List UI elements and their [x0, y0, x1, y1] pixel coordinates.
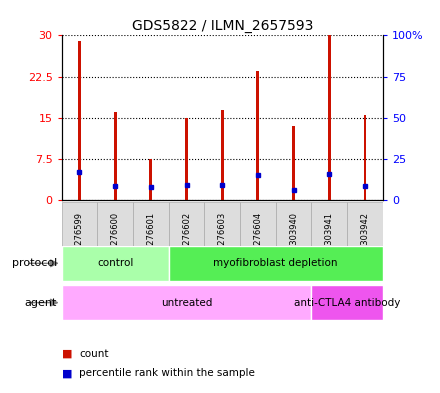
Text: myofibroblast depletion: myofibroblast depletion: [213, 258, 338, 268]
Text: ■: ■: [62, 349, 72, 359]
FancyBboxPatch shape: [97, 202, 133, 277]
FancyBboxPatch shape: [204, 202, 240, 277]
FancyBboxPatch shape: [312, 202, 347, 277]
Bar: [185, 118, 188, 200]
FancyBboxPatch shape: [240, 202, 276, 277]
Text: percentile rank within the sample: percentile rank within the sample: [79, 368, 255, 378]
Bar: [169, 246, 383, 281]
Text: GSM1303941: GSM1303941: [325, 212, 334, 268]
Bar: [221, 110, 224, 200]
Text: GSM1303940: GSM1303940: [289, 212, 298, 268]
Text: anti-CTLA4 antibody: anti-CTLA4 antibody: [294, 298, 400, 308]
Bar: [62, 246, 169, 281]
Text: GSM1276601: GSM1276601: [147, 212, 155, 268]
Bar: [62, 285, 312, 320]
Text: protocol: protocol: [12, 258, 57, 268]
Title: GDS5822 / ILMN_2657593: GDS5822 / ILMN_2657593: [132, 19, 313, 33]
Text: GSM1276604: GSM1276604: [253, 212, 262, 268]
FancyBboxPatch shape: [276, 202, 312, 277]
Bar: [78, 41, 81, 200]
Text: GSM1303942: GSM1303942: [360, 212, 370, 268]
Bar: [150, 159, 152, 200]
FancyBboxPatch shape: [169, 202, 204, 277]
Text: GSM1276600: GSM1276600: [110, 212, 120, 268]
Bar: [114, 112, 117, 200]
Bar: [312, 285, 383, 320]
Text: GSM1276603: GSM1276603: [218, 211, 227, 268]
Text: GSM1276602: GSM1276602: [182, 212, 191, 268]
Text: count: count: [79, 349, 109, 359]
Text: control: control: [97, 258, 133, 268]
Text: untreated: untreated: [161, 298, 212, 308]
Text: GSM1276599: GSM1276599: [75, 212, 84, 268]
Text: agent: agent: [25, 298, 57, 308]
FancyBboxPatch shape: [133, 202, 169, 277]
Bar: [257, 71, 259, 200]
Bar: [363, 115, 367, 200]
Bar: [328, 35, 331, 200]
FancyBboxPatch shape: [62, 202, 97, 277]
Bar: [292, 126, 295, 200]
Text: ■: ■: [62, 368, 72, 378]
FancyBboxPatch shape: [347, 202, 383, 277]
